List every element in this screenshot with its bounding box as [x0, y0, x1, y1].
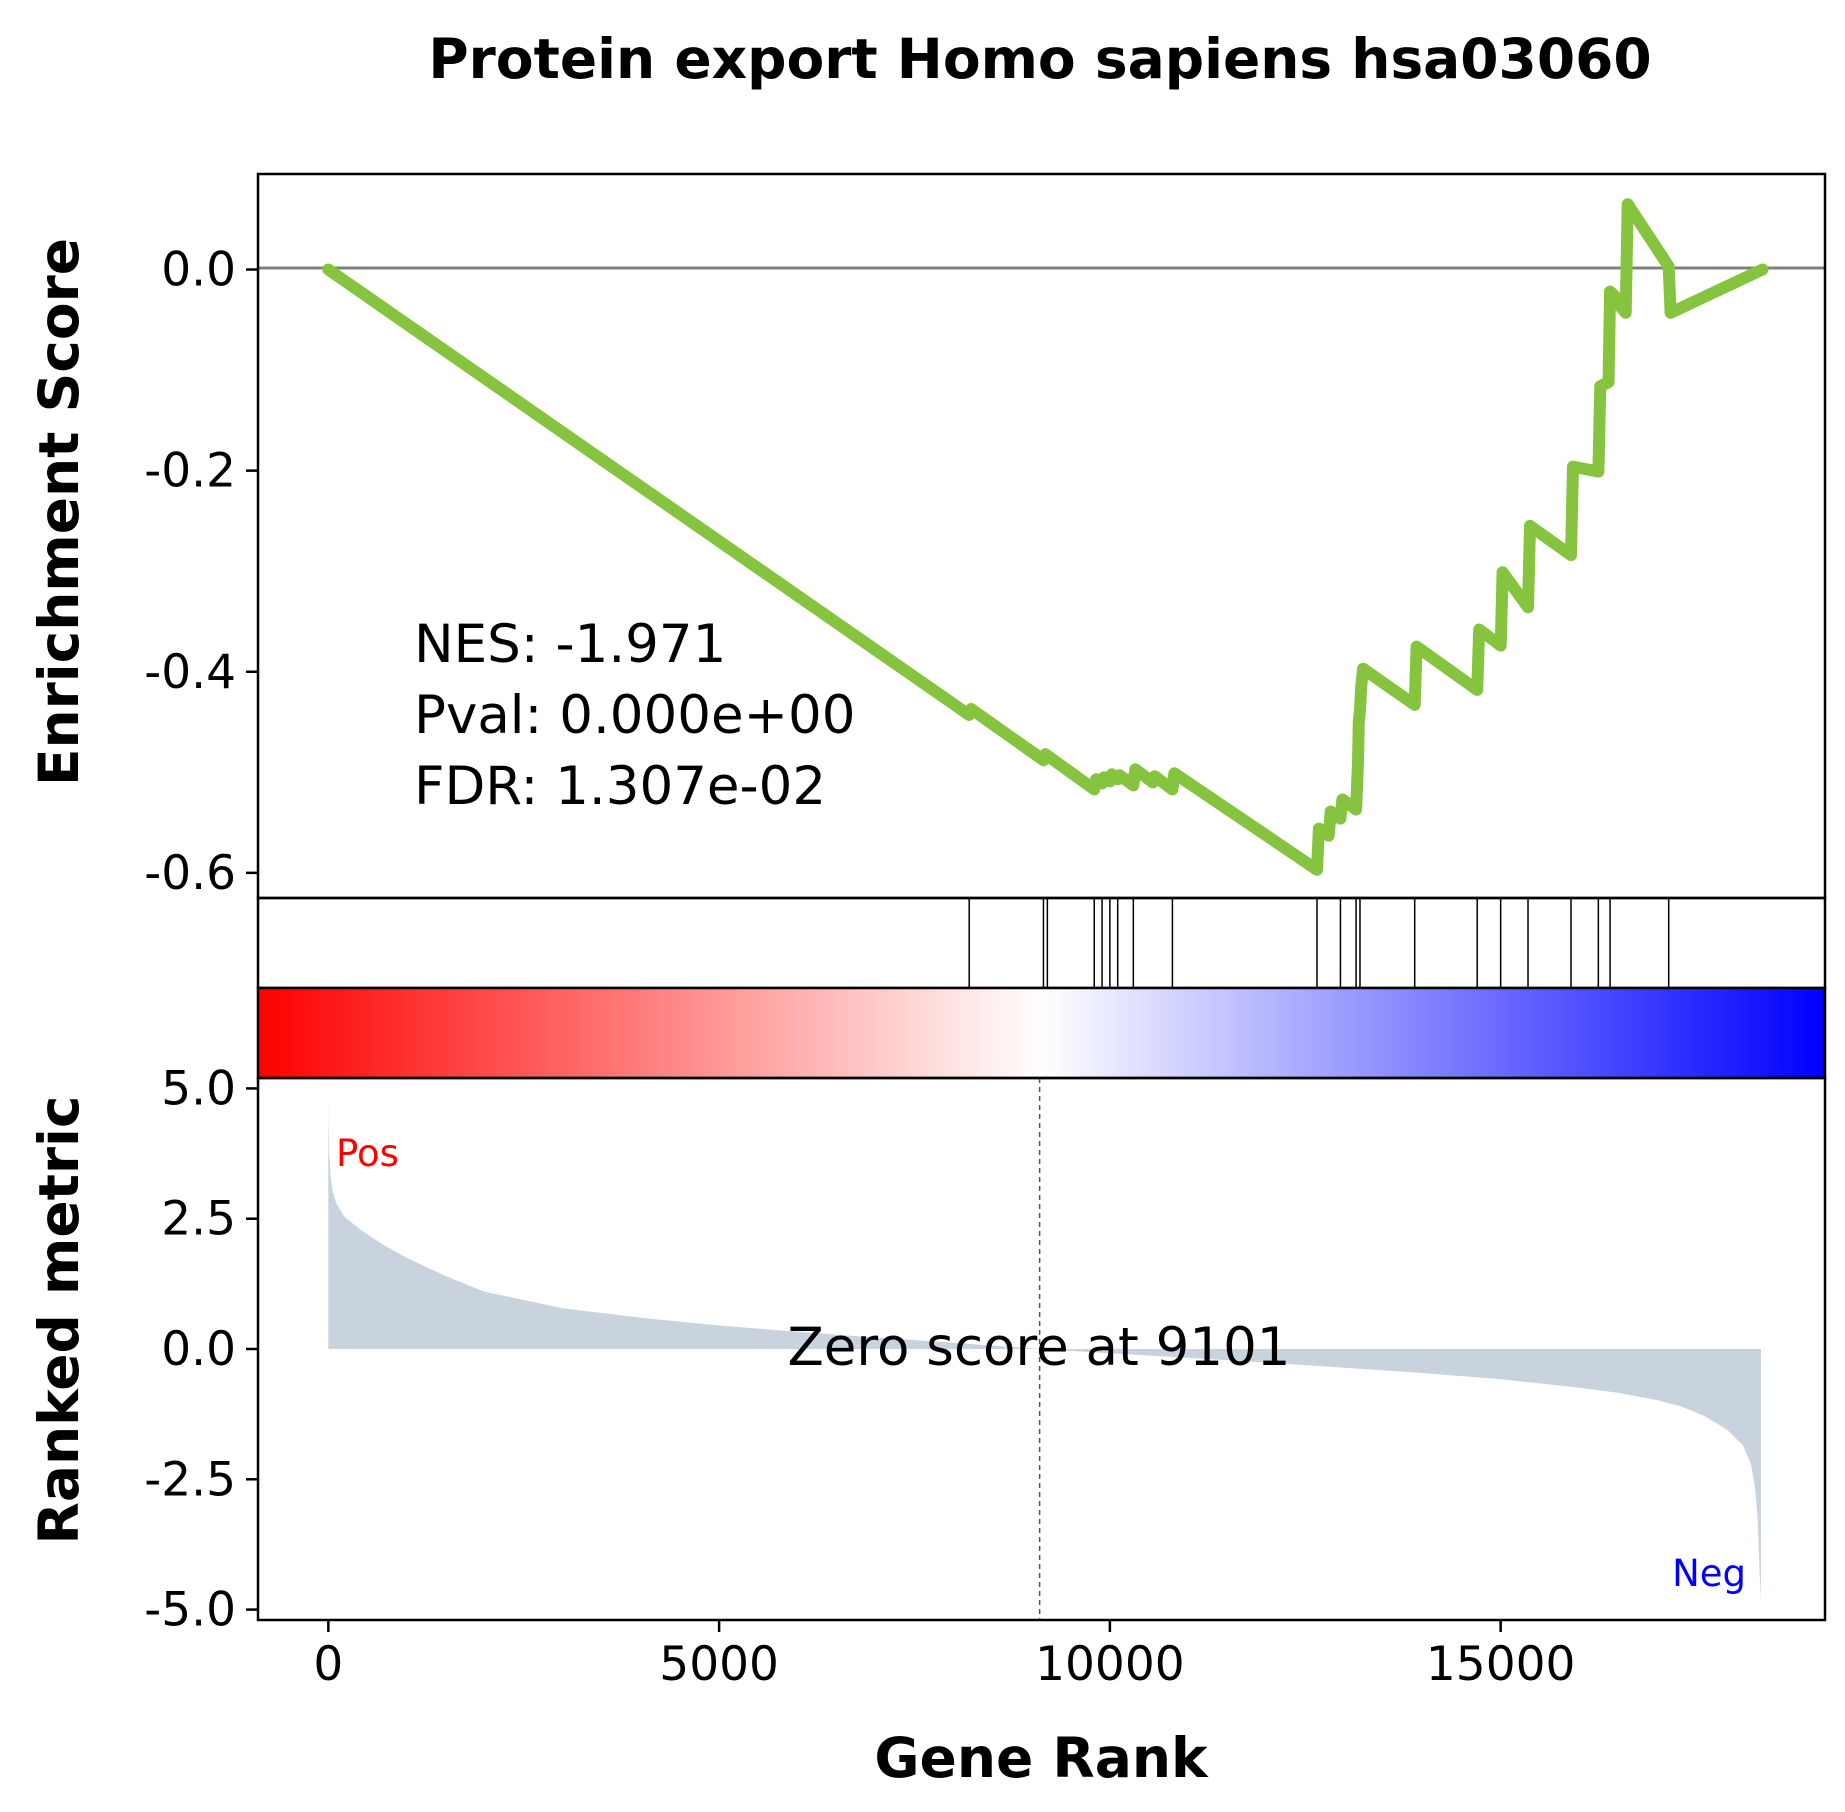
stat-fdr: FDR: 1.307e-02 [414, 756, 826, 817]
hits-panel-frame [256, 896, 1827, 990]
ranked-y-tick-label: -5.0 [144, 1583, 236, 1638]
enrichment-panel: 0.0 -0.2 -0.4 -0.6 NES: -1.971 Pval: 0.000e… [27, 172, 1827, 901]
neg-label: Neg [1672, 1552, 1746, 1595]
x-tick-label: 10000 [1035, 1637, 1185, 1692]
x-tick-label: 15000 [1426, 1637, 1576, 1692]
x-tick-label: 0 [313, 1637, 343, 1692]
es-y-ticks: 0.0 -0.2 -0.4 -0.6 [144, 243, 258, 901]
es-y-tick-label: -0.4 [144, 645, 236, 700]
rank-colorbar [256, 986, 1827, 1080]
x-ticks: 0 5000 10000 15000 [313, 1620, 1575, 1692]
pos-label: Pos [336, 1132, 399, 1175]
ranked-y-ticks: 5.0 2.5 0.0 -2.5 -5.0 [144, 1061, 258, 1638]
chart-title: Protein export Homo sapiens hsa03060 [428, 27, 1651, 91]
es-y-tick-label: -0.2 [144, 444, 236, 499]
ranked-y-tick-label: -2.5 [144, 1452, 236, 1507]
ranked-panel-frame [256, 1076, 1827, 1622]
ranked-y-axis-label: Ranked metric [27, 1095, 91, 1544]
ranked-y-tick-label: 5.0 [161, 1061, 236, 1116]
es-y-axis-label: Enrichment Score [27, 238, 91, 786]
stat-nes: NES: -1.971 [414, 614, 726, 675]
zero-score-label: Zero score at 9101 [787, 1317, 1290, 1378]
hits-panel [256, 896, 1827, 990]
es-y-tick-label: -0.6 [144, 846, 236, 901]
hit-lines [968, 898, 1670, 988]
ranked-metric-area [328, 1088, 1761, 1602]
es-y-tick-label: 0.0 [161, 243, 236, 298]
enrichment-score-line [322, 198, 1769, 876]
x-tick-label: 5000 [659, 1637, 779, 1692]
ranked-y-tick-label: 2.5 [161, 1192, 236, 1247]
ranked-panel: Zero score at 9101 Pos Neg 5.0 2.5 0.0 -2.5… [27, 1061, 1827, 1790]
ranked-y-tick-label: 0.0 [161, 1322, 236, 1377]
stat-pval: Pval: 0.000e+00 [414, 685, 855, 746]
x-axis-label: Gene Rank [874, 1726, 1209, 1790]
